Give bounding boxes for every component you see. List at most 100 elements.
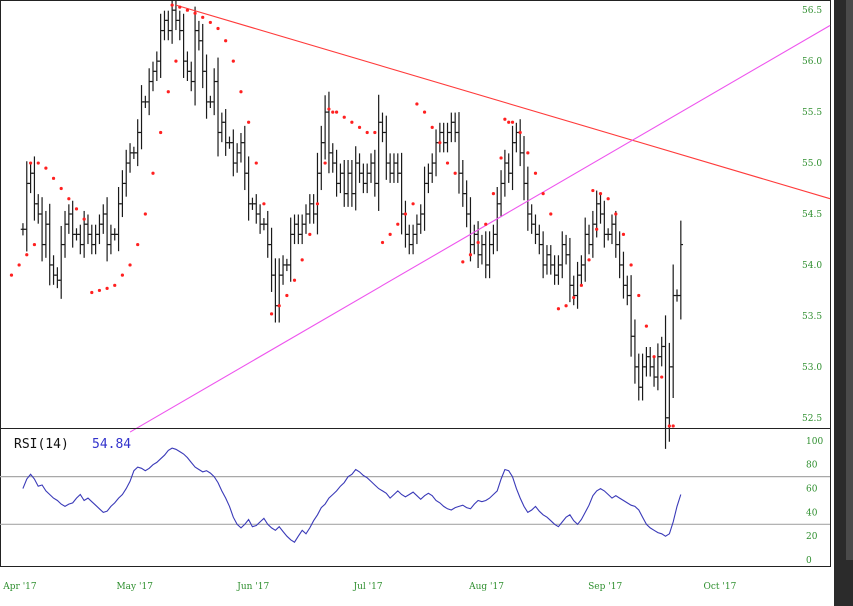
sar-dot — [90, 290, 94, 295]
sar-dot — [51, 176, 56, 180]
sar-dot — [637, 293, 641, 298]
support-trendline — [129, 25, 831, 433]
rsi-series-line — [22, 447, 682, 543]
parabolic-sar — [9, 3, 675, 428]
sar-dot — [216, 26, 220, 31]
sar-dot — [113, 283, 117, 287]
sar-dot — [247, 120, 251, 124]
rsi-tick-label: 40 — [806, 508, 818, 518]
sar-dot — [422, 110, 427, 114]
sar-dot — [308, 232, 312, 236]
price-tick-label: 55.0 — [802, 159, 822, 169]
rsi-tick-label: 0 — [806, 556, 812, 566]
sar-dot — [461, 260, 465, 264]
sar-dot — [396, 222, 400, 226]
sar-dot — [143, 212, 147, 216]
sar-dot — [598, 192, 603, 196]
sar-dot — [507, 120, 511, 124]
sar-dot — [365, 130, 369, 135]
sar-dot — [453, 171, 457, 175]
price-tick-label: 55.5 — [802, 108, 822, 118]
price-tick-label: 56.5 — [802, 6, 822, 16]
sar-dot — [224, 39, 228, 43]
sar-dot — [503, 117, 507, 121]
sar-dot — [239, 90, 243, 94]
rsi-panel: RSI(14) 54.84 100 80 60 40 20 0 — [0, 428, 831, 567]
sar-dot — [438, 141, 442, 145]
price-tick-label: 53.5 — [802, 312, 822, 322]
sar-dot — [445, 161, 450, 165]
chart-background — [0, 0, 834, 606]
sar-dot — [231, 59, 235, 63]
price-tick-label: 52.5 — [802, 414, 822, 424]
sar-dot — [9, 273, 14, 277]
sar-dot — [105, 286, 109, 290]
sar-dot — [518, 130, 522, 135]
sar-dot — [629, 263, 633, 267]
sar-dot — [159, 130, 163, 135]
resistance-trendline — [175, 4, 831, 200]
sar-dot — [380, 240, 385, 245]
sar-dot — [415, 102, 419, 106]
sar-dot — [331, 110, 335, 114]
sar-dot — [388, 232, 392, 236]
time-tick-label: Sep '17 — [588, 582, 622, 592]
sar-dot — [644, 324, 649, 328]
sar-dot — [614, 212, 618, 216]
sar-dot — [277, 304, 281, 308]
sar-dot — [59, 186, 63, 191]
sar-dot — [342, 115, 346, 119]
sar-dot — [178, 5, 182, 9]
sar-dot — [208, 20, 212, 25]
sar-dot — [323, 161, 327, 165]
sar-dot — [526, 151, 530, 155]
sar-dot — [491, 192, 496, 196]
rsi-line — [22, 447, 682, 543]
sar-dot — [44, 166, 48, 170]
sar-dot — [67, 197, 71, 201]
sar-dot — [430, 125, 434, 129]
rsi-tick-label: 80 — [806, 461, 818, 471]
price-tick-label: 54.0 — [802, 261, 822, 271]
sar-dot — [652, 355, 656, 359]
sar-dot — [74, 207, 79, 211]
sar-dot — [170, 3, 174, 7]
sar-dot — [128, 263, 132, 267]
sar-dot — [572, 295, 576, 300]
sar-dot — [32, 242, 37, 247]
rsi-panel-frame — [0, 428, 831, 567]
sar-dot — [315, 202, 320, 206]
sar-dot — [334, 110, 339, 114]
sar-dot — [151, 171, 155, 175]
sar-dot — [193, 11, 197, 15]
rsi-tick-label: 20 — [806, 532, 818, 542]
sar-dot — [671, 424, 675, 428]
sar-dot — [97, 288, 102, 293]
scrollbar-thumb[interactable] — [846, 0, 853, 560]
sar-dot — [621, 232, 626, 236]
sar-dot — [174, 59, 178, 63]
sar-dot — [484, 222, 488, 226]
sar-dot — [591, 188, 595, 193]
time-tick-label: Jun '17 — [236, 582, 269, 592]
trendlines — [129, 4, 831, 433]
sar-dot — [510, 120, 515, 124]
sar-dot — [82, 217, 86, 221]
sar-dot — [120, 273, 124, 277]
price-tick-label: 53.0 — [802, 363, 822, 373]
sar-dot — [25, 253, 29, 257]
sar-dot — [411, 202, 415, 206]
sar-dot — [403, 212, 408, 216]
sar-dot — [549, 212, 553, 216]
sar-dot — [556, 307, 561, 311]
sar-dot — [201, 15, 205, 19]
price-tick-label: 54.5 — [802, 210, 822, 220]
sar-dot — [357, 125, 362, 129]
sar-dot — [350, 120, 354, 124]
sar-dot — [541, 192, 545, 196]
rsi-axis: 100 80 60 40 20 0 — [806, 437, 823, 566]
price-tick-label: 56.0 — [802, 57, 822, 67]
sar-dot — [587, 258, 591, 262]
sar-dot — [595, 227, 599, 231]
